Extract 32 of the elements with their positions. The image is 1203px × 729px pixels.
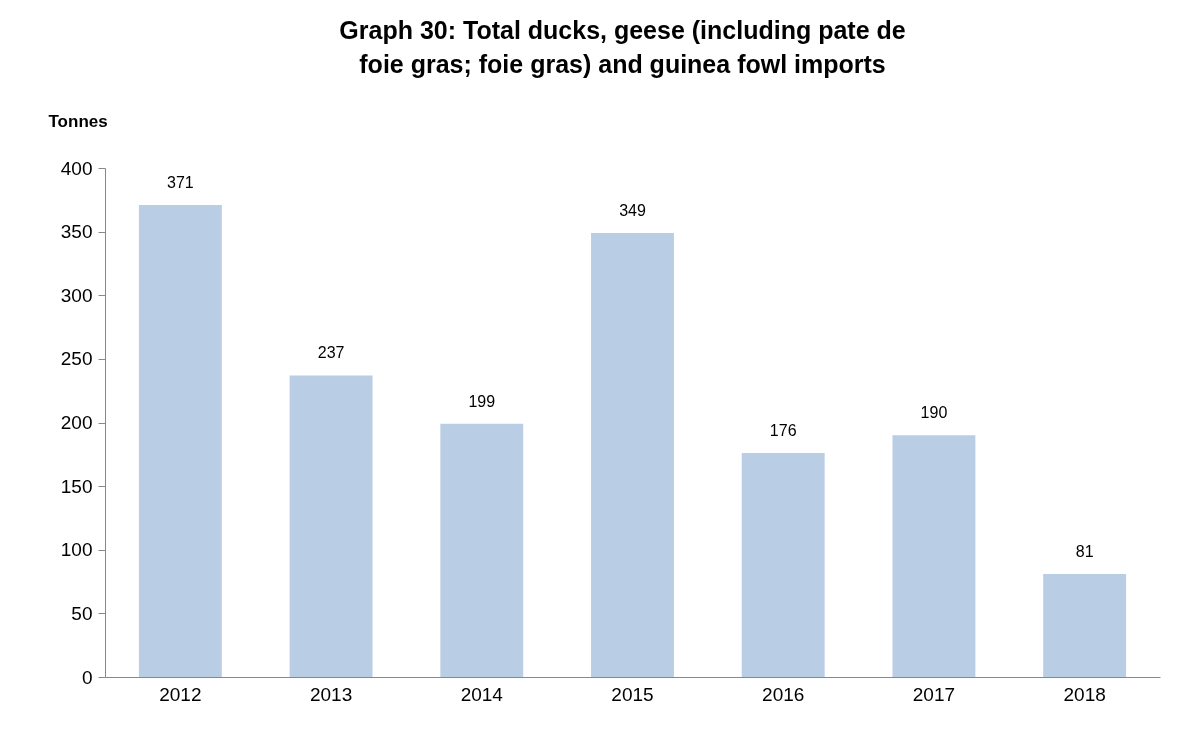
y-tick-label: 200 [60,412,93,433]
bar [289,375,373,677]
y-axis-title: Tonnes [48,111,108,131]
data-label: 237 [317,344,345,362]
x-tick-label: 2013 [309,683,353,705]
y-tick-label: 150 [60,475,93,497]
bar [1043,573,1127,677]
y-tick-label: 400 [60,157,93,179]
x-tick-label: 2014 [460,683,504,705]
x-tick-label: 2012 [159,683,202,705]
x-tick-label: 2016 [762,683,805,705]
x-tick-label: 2015 [611,683,654,705]
chart-title: Graph 30: Total ducks, geese (including pate de foie gras; foie gras) and guinea fowl imports [339,16,906,78]
y-tick-label: 50 [71,602,93,624]
y-tick-label: 250 [60,348,93,370]
y-tick-label: 100 [60,539,93,561]
data-label: 176 [769,422,797,440]
y-tick-label: 0 [81,666,93,688]
x-tick-label: 2017 [912,683,956,705]
data-label: 199 [468,392,496,410]
data-label: 81 [1075,542,1094,560]
bar [741,453,825,677]
y-tick-label: 350 [60,221,93,243]
data-label: 190 [920,404,948,422]
y-tick-label: 300 [60,284,93,306]
data-label: 371 [167,173,194,191]
bar [440,423,524,677]
bar [591,232,674,677]
data-label: 349 [619,201,646,219]
bar [892,435,976,677]
bar [138,204,222,677]
x-tick-label: 2018 [1063,683,1106,705]
